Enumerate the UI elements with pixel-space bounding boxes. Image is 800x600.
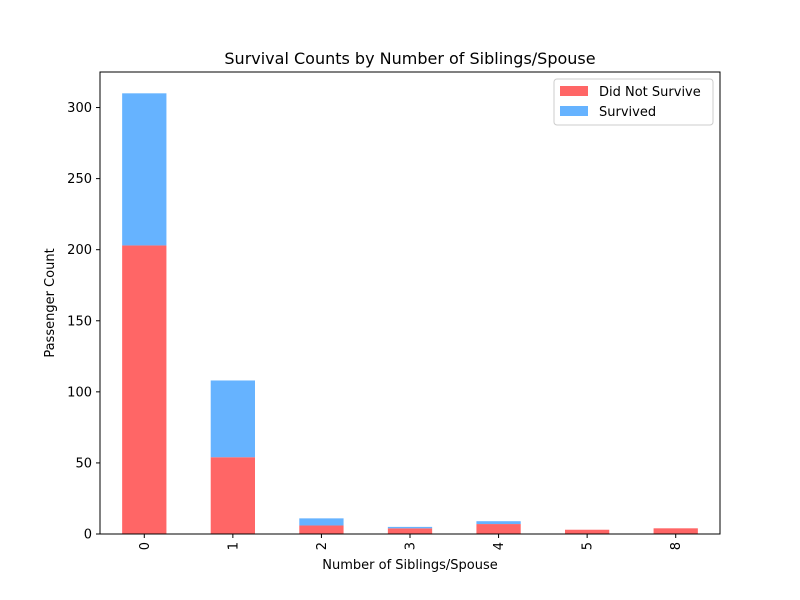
y-tick-label: 150 [67, 314, 92, 329]
legend-swatch-survived [560, 106, 588, 116]
bar-did-not-survive-1 [210, 457, 255, 534]
y-axis-label: Passenger Count [43, 248, 58, 357]
bar-did-not-survive-0 [122, 245, 167, 535]
legend-frame [553, 78, 714, 126]
bar-did-not-survive-4 [476, 524, 521, 534]
y-tick-label: 200 [67, 243, 92, 258]
x-tick-label: 2 [315, 542, 330, 550]
x-axis: 0 1 2 3 4 5 8 [138, 534, 684, 550]
plot-frame [99, 71, 721, 535]
x-tick-label: 5 [581, 542, 596, 550]
legend: Did Not Survive Survived [553, 78, 714, 126]
bar-survived-4 [476, 521, 521, 525]
chart-title: Survival Counts by Number of Siblings/Sp… [224, 49, 595, 68]
y-tick-label: 250 [67, 172, 92, 187]
bar-did-not-survive-2 [299, 525, 344, 534]
y-tick-label: 50 [75, 456, 92, 471]
legend-label-did-not-survive: Did Not Survive [599, 85, 701, 100]
bar-did-not-survive-3 [387, 528, 433, 534]
bar-survived-2 [299, 518, 344, 526]
legend-label-survived: Survived [599, 105, 656, 120]
y-axis: 0 50 100 150 200 250 300 [67, 101, 100, 543]
x-tick-label: 0 [138, 542, 153, 550]
bar-survived-1 [210, 380, 255, 458]
y-tick-label: 0 [84, 528, 92, 543]
x-axis-label: Number of Siblings/Spouse [322, 558, 497, 573]
y-tick-label: 100 [67, 385, 92, 400]
x-tick-label: 4 [492, 542, 507, 550]
bars [122, 93, 698, 535]
y-tick-label: 300 [67, 101, 92, 116]
bar-survived-3 [387, 526, 433, 529]
x-tick-label: 3 [404, 542, 419, 550]
bar-did-not-survive-5 [565, 529, 610, 534]
bar-did-not-survive-8 [653, 528, 698, 534]
x-tick-label: 1 [226, 542, 241, 550]
bar-survived-0 [122, 93, 167, 246]
x-tick-label: 8 [669, 542, 684, 550]
legend-swatch-did-not-survive [560, 86, 588, 96]
